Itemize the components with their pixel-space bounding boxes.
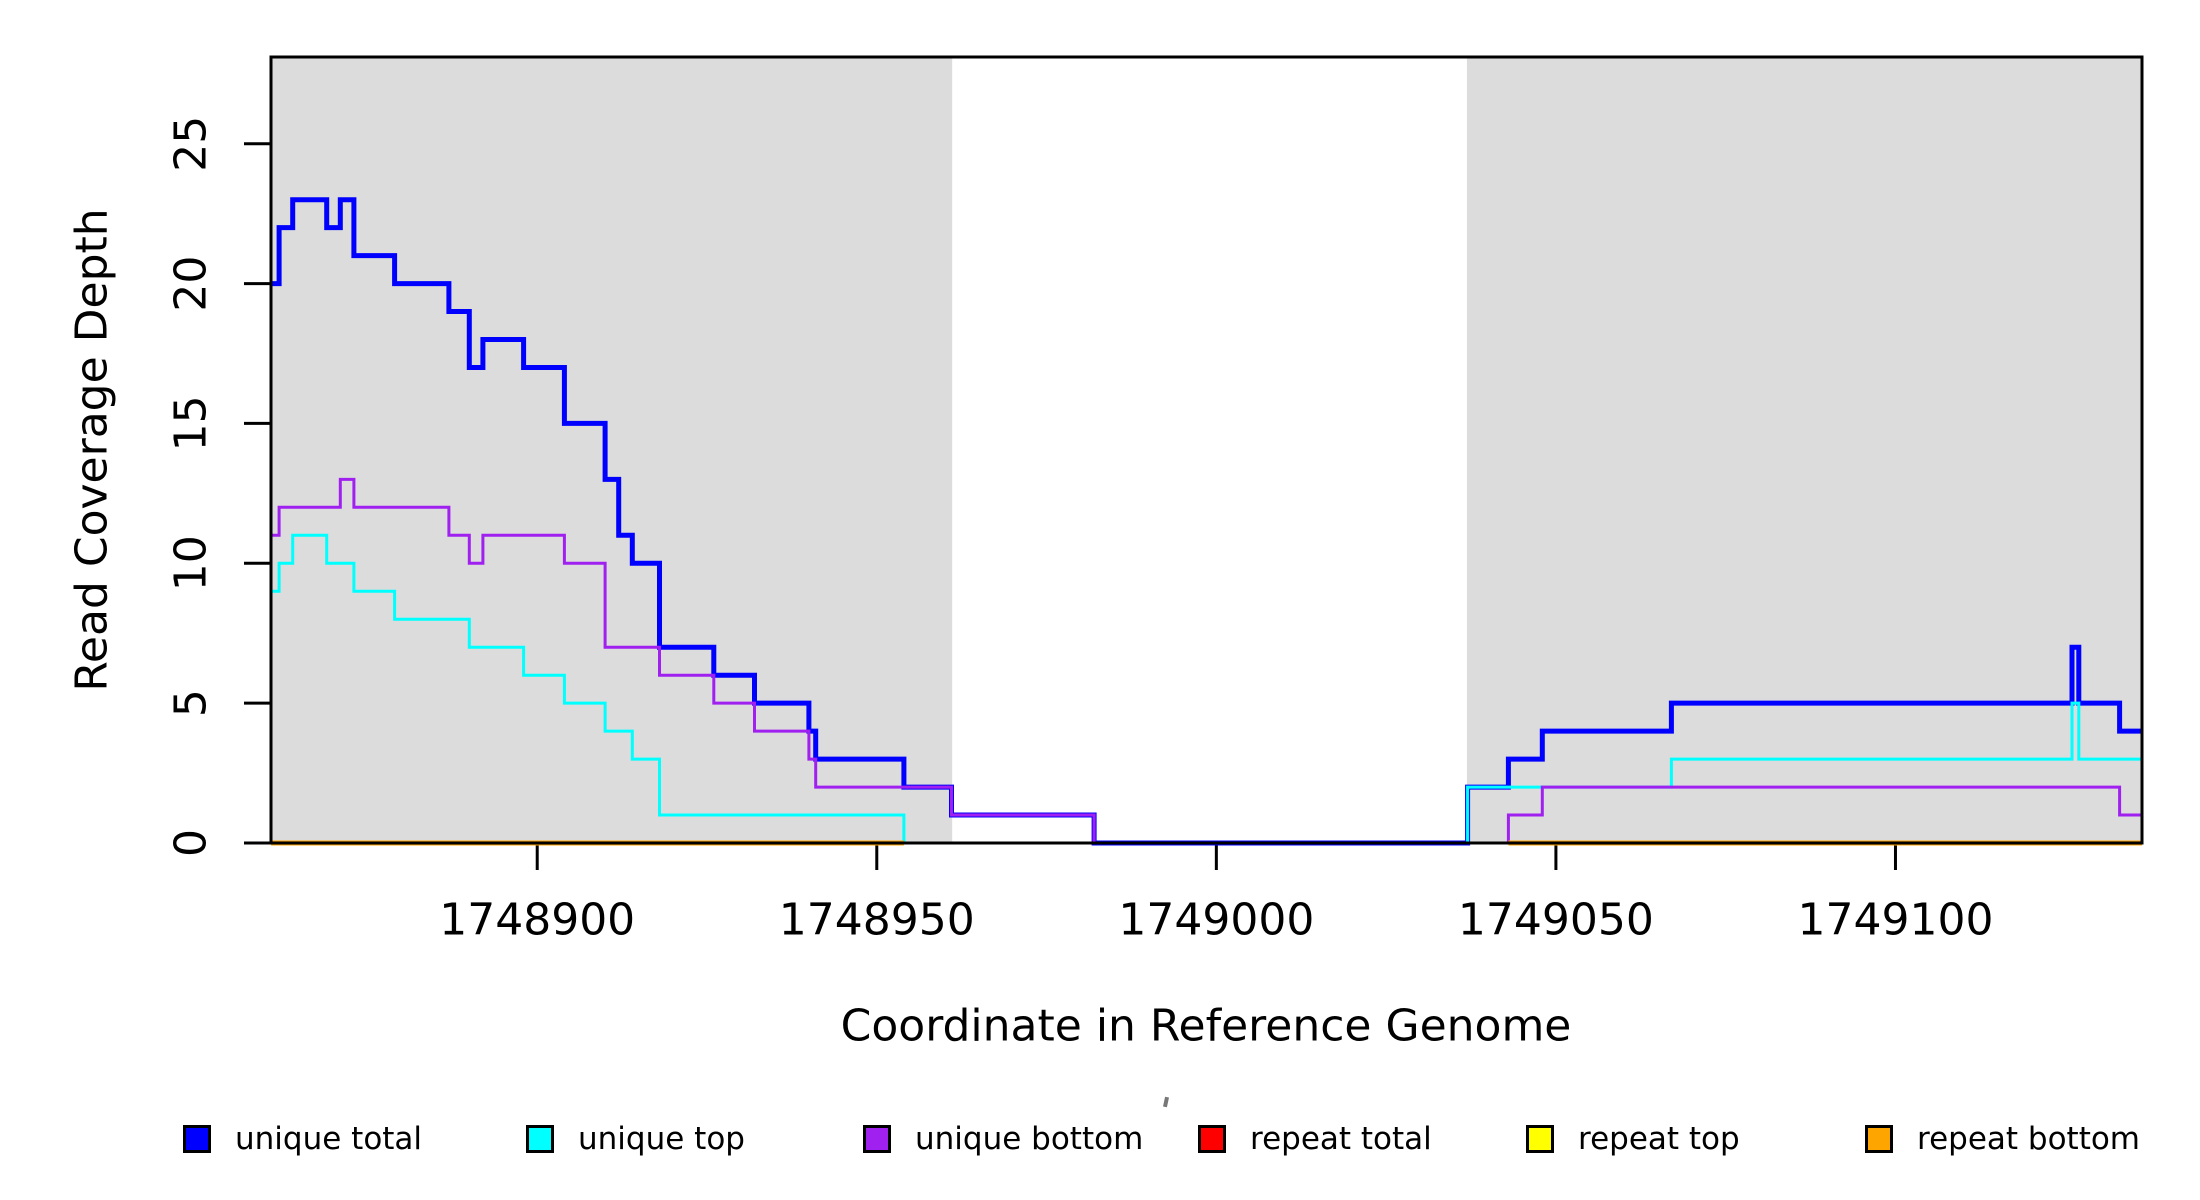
series-unique-total — [271, 197, 2142, 846]
shaded-region — [271, 57, 953, 843]
y-tick-label: 20 — [166, 256, 217, 312]
y-tick-label: 15 — [166, 395, 217, 451]
x-tick-label: 1749050 — [1458, 895, 1654, 946]
y-tick-label: 5 — [166, 689, 217, 717]
series-unique-top — [271, 533, 2142, 845]
y-axis-title: Read Coverage Depth — [66, 208, 118, 692]
y-tick-label: 25 — [166, 116, 217, 172]
plot-border — [269, 55, 2144, 845]
y-tick-label: 10 — [166, 535, 217, 591]
x-tick-label: 1748950 — [779, 895, 975, 946]
y-tick-label: 0 — [166, 829, 217, 857]
shaded-region — [1466, 57, 2142, 843]
x-tick-label: 1749000 — [1118, 895, 1314, 946]
x-tick-label: 1748900 — [439, 895, 635, 946]
x-tick-label: 1749100 — [1797, 895, 1993, 946]
x-axis-title: Coordinate in Reference Genome — [840, 1000, 1572, 1052]
